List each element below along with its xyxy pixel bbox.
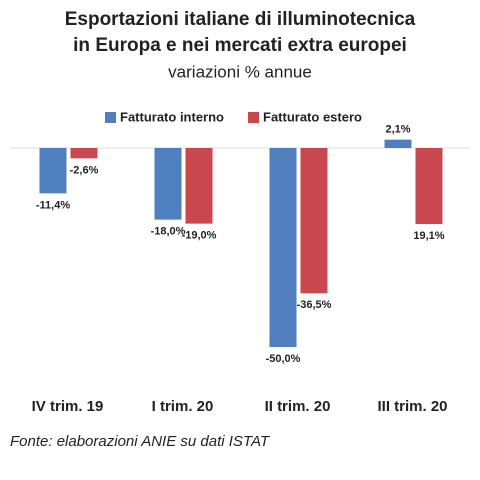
bar (415, 148, 443, 225)
legend-label: Fatturato interno (120, 109, 224, 124)
chart-subtitle: variazioni % annue (168, 62, 312, 81)
chart-title: Esportazioni italiane di illuminotecnica (65, 9, 416, 30)
bar (269, 148, 297, 347)
bar (70, 148, 98, 159)
chart-title: in Europa e nei mercati extra europei (73, 35, 407, 56)
value-label: -2,6% (70, 164, 99, 176)
legend-swatch (248, 112, 259, 123)
x-tick-label: II trim. 20 (265, 398, 331, 415)
legend-label: Fatturato estero (263, 109, 362, 124)
x-tick-label: I trim. 20 (152, 398, 214, 415)
value-label: 19,1% (413, 230, 444, 242)
value-label: -11,4% (36, 199, 70, 211)
bar (39, 148, 67, 194)
value-label: -50,0% (266, 353, 301, 365)
source-note: Fonte: elaborazioni ANIE su dati ISTAT (10, 433, 271, 450)
value-label: 2,1% (385, 124, 410, 136)
x-tick-label: IV trim. 19 (32, 398, 104, 415)
legend-swatch (105, 112, 116, 123)
bar (384, 139, 412, 148)
value-label: -18,0% (151, 226, 186, 238)
value-label: -36,5% (297, 299, 332, 311)
bar (300, 148, 328, 294)
bar (154, 148, 182, 220)
x-tick-label: III trim. 20 (377, 398, 447, 415)
bar (185, 148, 213, 224)
value-label: -19,0% (182, 230, 217, 242)
